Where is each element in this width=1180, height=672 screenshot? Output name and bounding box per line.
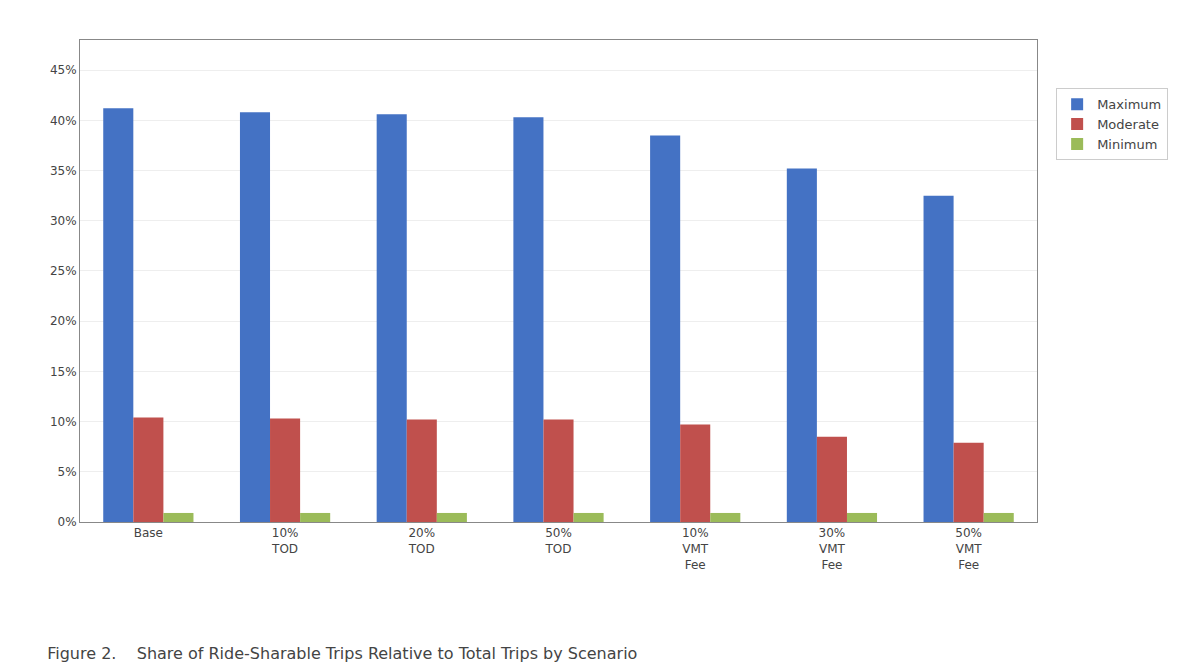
svg-text:10%TOD: 10%TOD [271,526,298,556]
svg-text:Moderate: Moderate [1097,117,1159,132]
svg-text:30%: 30% [50,214,77,228]
svg-text:Base: Base [134,526,163,540]
svg-text:20%: 20% [50,314,77,328]
svg-text:15%: 15% [50,365,77,379]
svg-text:Maximum: Maximum [1097,97,1161,112]
svg-text:40%: 40% [50,114,77,128]
svg-text:0%: 0% [58,515,77,529]
svg-text:Minimum: Minimum [1097,137,1157,152]
svg-text:5%: 5% [58,465,77,479]
svg-text:35%: 35% [50,164,77,178]
svg-text:20%TOD: 20%TOD [408,526,435,556]
svg-text:Figure 2. Share of Ride-Sha: Figure 2. Share of Ride-Sharable Trips R… [47,644,637,663]
svg-text:10%: 10% [50,415,77,429]
svg-text:45%: 45% [50,63,77,77]
svg-text:10%VMTFee: 10%VMTFee [682,526,709,571]
svg-text:50%VMTFee: 50%VMTFee [955,526,982,571]
svg-text:25%: 25% [50,264,77,278]
svg-text:30%VMTFee: 30%VMTFee [819,526,846,571]
svg-text:50%TOD: 50%TOD [544,526,571,556]
